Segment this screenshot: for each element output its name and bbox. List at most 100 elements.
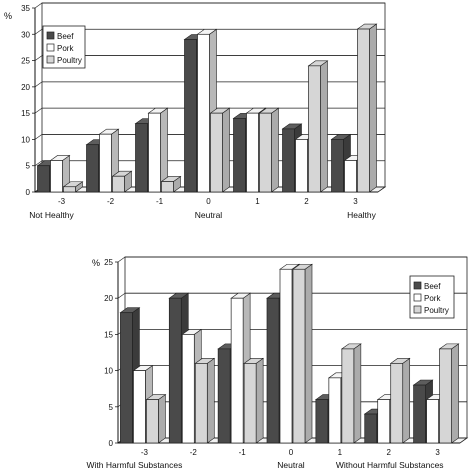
- gridline-side: [34, 29, 43, 35]
- legend-label-pork: Pork: [57, 44, 74, 53]
- x-endpoint-low: With Harmful Substances: [86, 460, 182, 470]
- y-tick-label: 20: [21, 83, 30, 92]
- bar-pork: [148, 112, 161, 193]
- bar-beef: [266, 297, 280, 444]
- gridline-side: [117, 256, 126, 263]
- bar-pork: [279, 268, 293, 444]
- gridline-side: [34, 55, 43, 61]
- x-tick-label: -1: [239, 448, 247, 457]
- y-tick-label: 5: [26, 162, 31, 171]
- bar-poultry: [112, 175, 125, 193]
- x-tick-label: 0: [206, 197, 211, 206]
- bar-pork: [344, 160, 357, 193]
- legend-swatch-pork: [413, 293, 422, 302]
- bar-beef: [315, 399, 329, 444]
- y-tick-label: 25: [104, 258, 113, 267]
- x-tick-label: 3: [353, 197, 358, 206]
- legend-label-poultry: Poultry: [424, 306, 449, 315]
- bar-beef: [233, 118, 246, 193]
- y-tick-label: 30: [21, 30, 30, 39]
- bar-pork: [246, 112, 259, 193]
- gridline-side: [34, 134, 43, 140]
- y-unit-label: %: [92, 258, 100, 268]
- x-tick-label: -3: [58, 197, 66, 206]
- bar-pork: [230, 297, 244, 444]
- bar-pork: [328, 377, 342, 444]
- bar-poultry: [63, 186, 76, 193]
- bar-side: [304, 263, 313, 444]
- gridline-side: [34, 160, 43, 166]
- bar-beef: [168, 297, 182, 444]
- legend-label-pork: Pork: [424, 294, 441, 303]
- bar-side: [353, 343, 362, 444]
- bar-side: [222, 107, 230, 193]
- x-tick-label: -2: [107, 197, 115, 206]
- bar-poultry: [390, 363, 404, 444]
- y-unit-label: %: [4, 11, 12, 21]
- bar-poultry: [210, 112, 223, 193]
- bar-poultry: [292, 268, 306, 444]
- gridline-side: [117, 292, 126, 299]
- legend-swatch-poultry: [46, 55, 55, 64]
- legend-label-beef: Beef: [424, 282, 441, 291]
- bar-beef: [37, 165, 50, 193]
- legend-swatch-poultry: [413, 305, 422, 314]
- gridline-side: [34, 107, 43, 114]
- bar-pork: [133, 370, 146, 444]
- y-tick-label: 25: [21, 57, 30, 66]
- bar-beef: [331, 139, 344, 193]
- y-tick-label: 0: [109, 439, 114, 448]
- x-tick-label: -3: [141, 448, 149, 457]
- bar-poultry: [341, 348, 355, 444]
- chart-healthy: 0 5 10 15 20 25 30 35% -3 -2 -1 0 1 2 3 Not Healthy Neut…: [4, 2, 387, 220]
- bar-poultry: [243, 363, 257, 444]
- bar-side: [369, 23, 377, 193]
- x-tick-label: -1: [156, 197, 164, 206]
- bar-pork: [50, 160, 63, 193]
- legend-swatch-beef: [413, 281, 422, 290]
- x-endpoint-mid: Neutral: [277, 460, 305, 470]
- bar-side: [255, 357, 264, 444]
- bar-side: [402, 357, 411, 444]
- bar-side: [320, 60, 328, 193]
- bar-pork: [181, 334, 195, 444]
- gridline-side: [34, 81, 43, 88]
- bar-poultry: [357, 28, 370, 193]
- bar-pork: [197, 33, 210, 193]
- bar-poultry: [146, 399, 159, 444]
- legend-label-beef: Beef: [57, 32, 74, 41]
- bar-poultry: [194, 363, 208, 444]
- x-tick-label: -2: [190, 448, 198, 457]
- bar-beef: [184, 39, 197, 193]
- x-endpoint-low: Not Healthy: [29, 210, 74, 220]
- bar-poultry: [259, 112, 272, 193]
- bar-side: [206, 357, 215, 444]
- gridline-side: [34, 2, 43, 9]
- bar-poultry: [308, 65, 321, 193]
- bar-beef: [217, 348, 231, 444]
- bar-poultry: [161, 181, 174, 193]
- y-tick-label: 10: [104, 367, 113, 376]
- bar-side: [158, 393, 166, 444]
- y-tick-label: 20: [104, 294, 113, 303]
- y-tick-label: 15: [104, 330, 113, 339]
- legend-swatch-beef: [46, 31, 55, 40]
- x-tick-label: 3: [435, 448, 440, 457]
- bar-poultry: [439, 348, 452, 444]
- bar-beef: [413, 384, 426, 444]
- y-tick-label: 10: [21, 135, 30, 144]
- bar-beef: [282, 128, 295, 193]
- bar-beef: [364, 413, 378, 444]
- x-tick-label: 2: [386, 448, 391, 457]
- y-tick-label: 5: [109, 403, 114, 412]
- x-tick-label: 1: [338, 448, 343, 457]
- x-tick-label: 0: [289, 448, 294, 457]
- bar-pork: [377, 399, 391, 444]
- bar-beef: [120, 312, 133, 444]
- bar-pork: [426, 399, 439, 444]
- x-endpoint-high: Without Harmful Substances: [336, 460, 444, 470]
- x-tick-label: 2: [304, 197, 309, 206]
- x-endpoint-high: Healthy: [347, 210, 377, 220]
- bar-pork: [99, 133, 112, 193]
